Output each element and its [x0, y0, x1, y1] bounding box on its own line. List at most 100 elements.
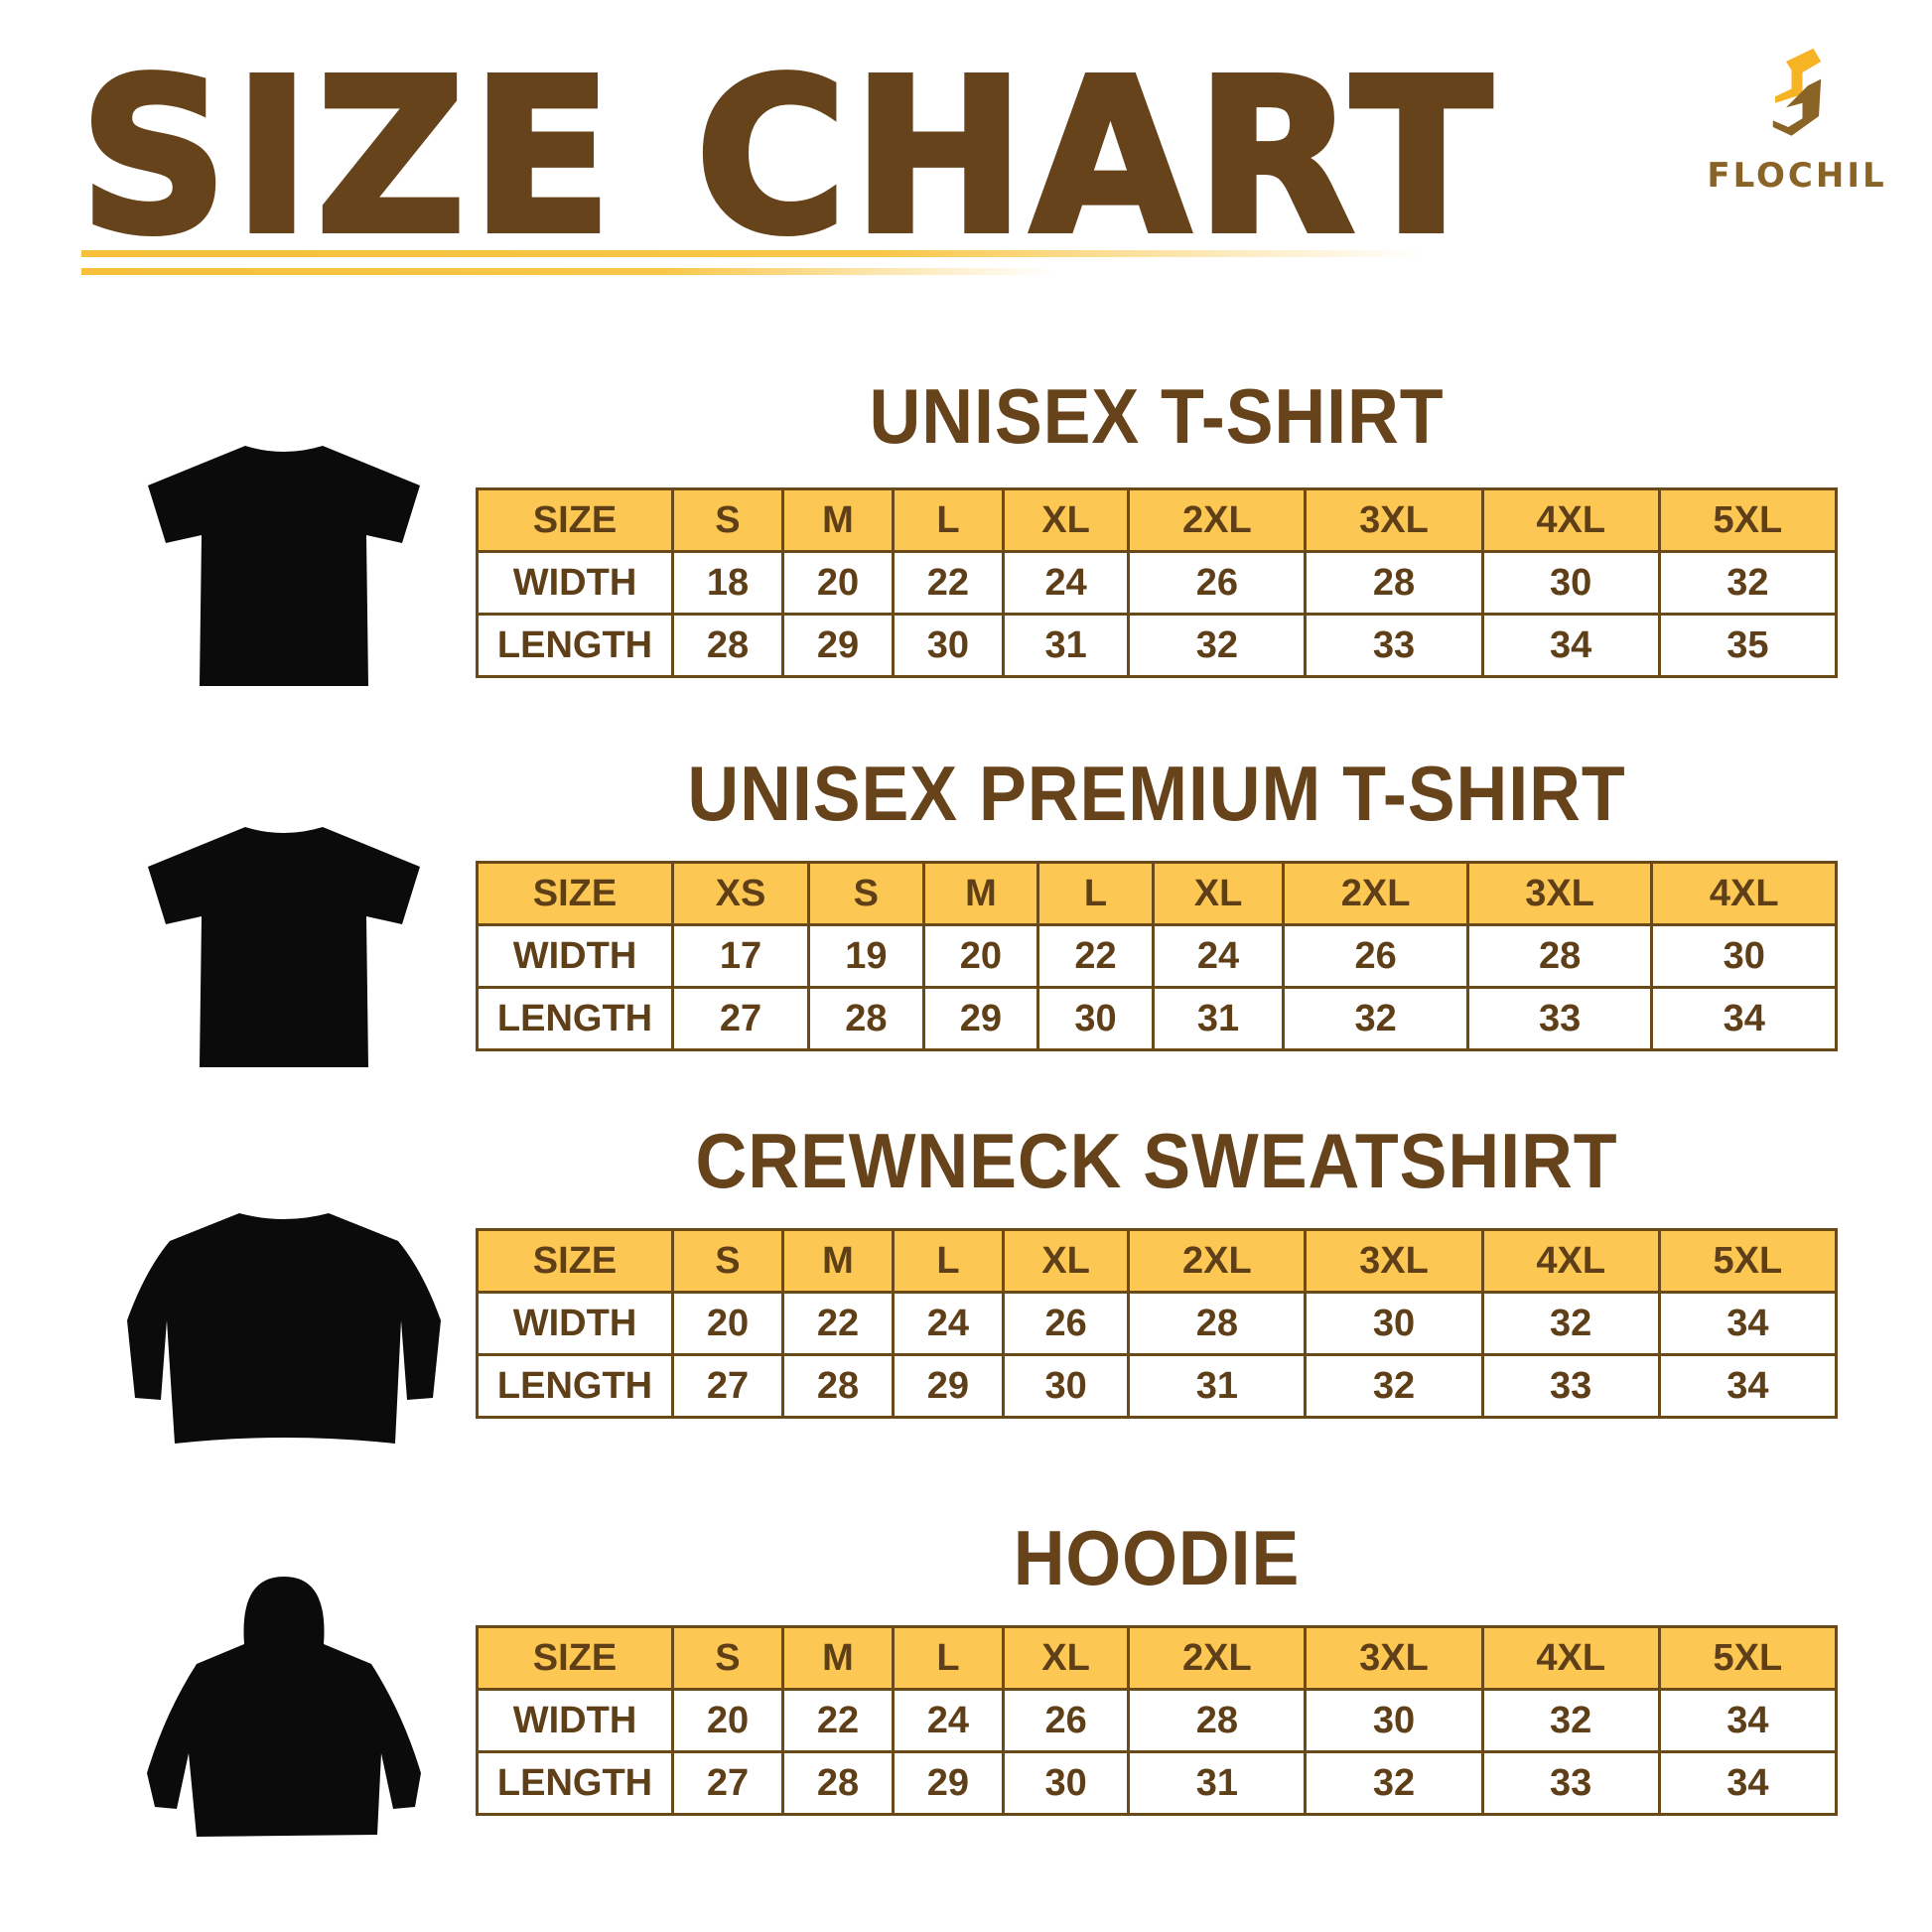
table-cell: 30: [1036, 986, 1155, 1051]
table-cell: 30: [1304, 1688, 1484, 1753]
row-label: LENGTH: [476, 1353, 674, 1419]
table-cell: 34: [1480, 613, 1661, 678]
row-label: WIDTH: [476, 1688, 674, 1753]
table-cell: 22: [780, 1291, 895, 1356]
table-cell: XL: [1001, 487, 1131, 553]
logo-text: FLOCHIL: [1707, 156, 1887, 196]
table-cell: 26: [1282, 923, 1469, 989]
table-cell: 2XL: [1127, 1228, 1308, 1294]
table-row: LENGTH 27 28 29 30 31 32 33 34: [476, 1750, 1839, 1816]
title-underline: [81, 268, 1054, 275]
table-cell: S: [671, 487, 784, 553]
table-cell: 27: [670, 986, 811, 1051]
table-cell: 26: [1127, 550, 1308, 616]
table-cell: 32: [1304, 1353, 1484, 1419]
table-cell: 2XL: [1127, 1625, 1308, 1691]
table-cell: 4XL: [1480, 1625, 1661, 1691]
table-cell: M: [780, 487, 895, 553]
size-table-crewneck-sweatshirt: SIZE S M L XL 2XL 3XL 4XL 5XL WIDTH 20 22 24 26 28 30 32…: [476, 1228, 1839, 1419]
table-cell: 30: [1480, 550, 1661, 616]
table-cell: 34: [1657, 1291, 1839, 1356]
tshirt-icon: [148, 446, 420, 686]
size-table-unisex-tshirt: SIZE S M L XL 2XL 3XL 4XL 5XL WIDTH 18 20 22 24 26 28 30…: [476, 487, 1839, 678]
table-cell: 31: [1127, 1750, 1308, 1816]
row-label: WIDTH: [476, 550, 674, 616]
table-cell: 28: [780, 1353, 895, 1419]
table-cell: 5XL: [1657, 1625, 1839, 1691]
table-cell: 34: [1657, 1750, 1839, 1816]
table-cell: 24: [1151, 923, 1286, 989]
table-header-row: SIZE XS S M L XL 2XL 3XL 4XL: [476, 861, 1838, 926]
table-header-row: SIZE S M L XL 2XL 3XL 4XL 5XL: [476, 1625, 1839, 1691]
table-cell: 22: [1036, 923, 1155, 989]
row-label: SIZE: [476, 861, 674, 926]
table-cell: 29: [780, 613, 895, 678]
row-label: LENGTH: [476, 1750, 674, 1816]
row-label: LENGTH: [476, 613, 674, 678]
table-cell: XL: [1001, 1228, 1131, 1294]
table-row: LENGTH 27 28 29 30 31 32 33 34: [476, 986, 1838, 1051]
table-cell: 28: [780, 1750, 895, 1816]
table-cell: 26: [1001, 1291, 1131, 1356]
table-cell: 20: [671, 1688, 784, 1753]
table-cell: 28: [807, 986, 925, 1051]
table-cell: 4XL: [1480, 1228, 1661, 1294]
table-cell: 26: [1001, 1688, 1131, 1753]
row-label: SIZE: [476, 487, 674, 553]
table-row: WIDTH 17 19 20 22 24 26 28 30: [476, 923, 1838, 989]
table-cell: 3XL: [1304, 1228, 1484, 1294]
table-cell: 33: [1465, 986, 1654, 1051]
section-title-unisex-premium-tshirt: UNISEX PREMIUM T-SHIRT: [687, 750, 1626, 837]
table-cell: 33: [1480, 1353, 1661, 1419]
table-cell: 32: [1480, 1688, 1661, 1753]
table-cell: 3XL: [1304, 1625, 1484, 1691]
table-cell: XS: [670, 861, 811, 926]
table-cell: 31: [1127, 1353, 1308, 1419]
table-header-row: SIZE S M L XL 2XL 3XL 4XL 5XL: [476, 1228, 1839, 1294]
size-table-unisex-premium-tshirt: SIZE XS S M L XL 2XL 3XL 4XL WIDTH 17 19 20 22 24 26 28 3…: [476, 861, 1838, 1051]
table-cell: XL: [1151, 861, 1286, 926]
flochil-logo: FLOCHIL: [1688, 40, 1906, 196]
table-cell: 3XL: [1465, 861, 1654, 926]
table-cell: 19: [807, 923, 925, 989]
row-label: LENGTH: [476, 986, 674, 1051]
table-row: WIDTH 20 22 24 26 28 30 32 34: [476, 1688, 1839, 1753]
table-cell: 34: [1657, 1353, 1839, 1419]
table-cell: M: [780, 1228, 895, 1294]
table-cell: 27: [671, 1750, 784, 1816]
table-cell: 32: [1304, 1750, 1484, 1816]
section-title-hoodie: HOODIE: [1013, 1514, 1301, 1601]
table-cell: 27: [671, 1353, 784, 1419]
table-cell: 30: [1650, 923, 1838, 989]
table-row: WIDTH 20 22 24 26 28 30 32 34: [476, 1291, 1839, 1356]
table-cell: 18: [671, 550, 784, 616]
row-label: SIZE: [476, 1625, 674, 1691]
table-cell: 24: [891, 1688, 1005, 1753]
table-cell: 5XL: [1657, 1228, 1839, 1294]
table-cell: L: [1036, 861, 1155, 926]
table-cell: L: [891, 1625, 1005, 1691]
table-cell: 31: [1001, 613, 1131, 678]
table-cell: L: [891, 487, 1005, 553]
table-cell: 22: [780, 1688, 895, 1753]
section-title-unisex-tshirt: UNISEX T-SHIRT: [869, 372, 1445, 460]
table-cell: S: [671, 1625, 784, 1691]
table-cell: 20: [780, 550, 895, 616]
table-cell: 28: [1465, 923, 1654, 989]
table-cell: 22: [891, 550, 1005, 616]
table-cell: 33: [1304, 613, 1484, 678]
hoodie-icon: [147, 1577, 421, 1837]
table-cell: M: [921, 861, 1040, 926]
table-row: LENGTH 28 29 30 31 32 33 34 35: [476, 613, 1839, 678]
table-cell: 29: [891, 1353, 1005, 1419]
row-label: WIDTH: [476, 1291, 674, 1356]
table-cell: 28: [671, 613, 784, 678]
table-cell: 28: [1127, 1688, 1308, 1753]
table-cell: 4XL: [1650, 861, 1838, 926]
table-cell: 33: [1480, 1750, 1661, 1816]
table-cell: 31: [1151, 986, 1286, 1051]
section-title-crewneck-sweatshirt: CREWNECK SWEATSHIRT: [695, 1117, 1618, 1204]
table-cell: 30: [1304, 1291, 1484, 1356]
table-cell: 3XL: [1304, 487, 1484, 553]
table-cell: 35: [1657, 613, 1839, 678]
